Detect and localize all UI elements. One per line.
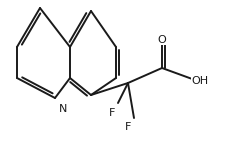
- Text: F: F: [108, 108, 115, 118]
- Text: N: N: [59, 104, 67, 114]
- Text: O: O: [157, 35, 166, 45]
- Text: F: F: [124, 122, 131, 132]
- Text: OH: OH: [191, 76, 208, 86]
